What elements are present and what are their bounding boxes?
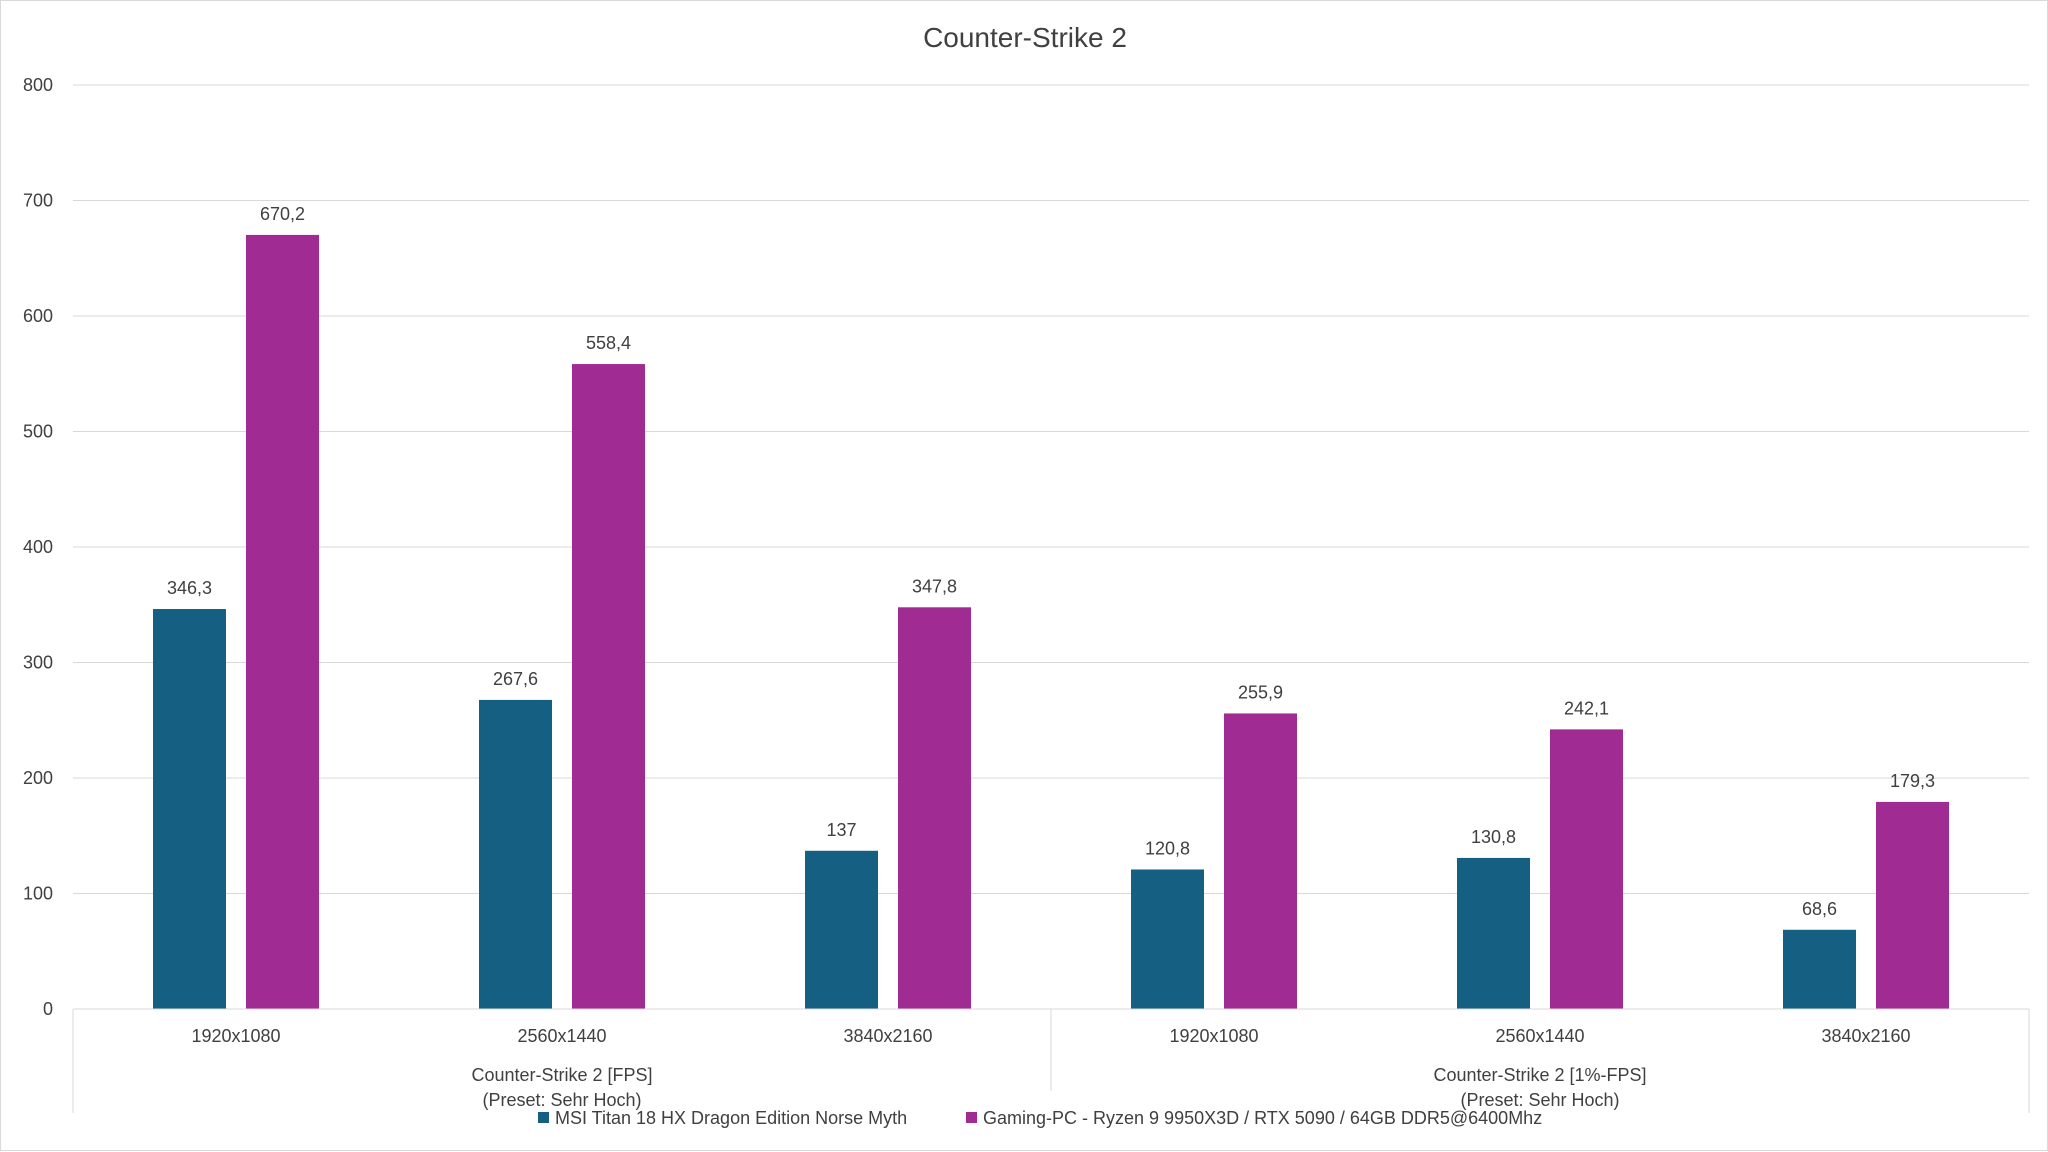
bar-series-1 xyxy=(805,850,878,1009)
y-axis-ticks: 0 100 200 300 400 500 600 700 800 xyxy=(23,75,53,1019)
y-tick-label: 600 xyxy=(23,306,53,326)
y-tick-label: 500 xyxy=(23,422,53,442)
data-label: 347,8 xyxy=(912,576,957,596)
bar-series-1 xyxy=(1783,929,1856,1009)
data-label: 137 xyxy=(826,820,856,840)
gridlines xyxy=(73,84,2029,1010)
data-label: 670,2 xyxy=(260,204,305,224)
data-label: 346,3 xyxy=(167,578,212,598)
x-tick-label: 1920x1080 xyxy=(191,1026,280,1046)
y-tick-label: 400 xyxy=(23,537,53,557)
bar-series-1 xyxy=(1131,869,1204,1009)
data-labels: 346,3 267,6 137 120,8 130,8 68,6 670,2 558,4 347… xyxy=(167,204,1935,919)
data-label: 267,6 xyxy=(493,669,538,689)
data-label: 120,8 xyxy=(1145,838,1190,858)
x-tick-label: 2560x1440 xyxy=(1495,1026,1584,1046)
group-label: Counter-Strike 2 [FPS] xyxy=(471,1065,652,1085)
data-label: 558,4 xyxy=(586,333,631,353)
data-label: 130,8 xyxy=(1471,827,1516,847)
bar-series-1 xyxy=(153,609,226,1009)
x-tick-label: 3840x2160 xyxy=(843,1026,932,1046)
bar-series-2 xyxy=(572,364,645,1010)
data-label: 255,9 xyxy=(1238,682,1283,702)
y-tick-label: 100 xyxy=(23,884,53,904)
bar-series-1 xyxy=(1457,857,1530,1009)
legend-label: Gaming-PC - Ryzen 9 9950X3D / RTX 5090 /… xyxy=(983,1108,1542,1128)
bars xyxy=(153,234,1949,1010)
bar-series-2 xyxy=(1224,713,1297,1009)
data-label: 242,1 xyxy=(1564,698,1609,718)
bar-series-2 xyxy=(1876,801,1949,1009)
chart-title: Counter-Strike 2 xyxy=(923,22,1127,53)
y-tick-label: 300 xyxy=(23,653,53,673)
y-tick-label: 800 xyxy=(23,75,53,95)
x-tick-label: 1920x1080 xyxy=(1169,1026,1258,1046)
x-tick-label: 3840x2160 xyxy=(1821,1026,1910,1046)
legend: MSI Titan 18 HX Dragon Edition Norse Myt… xyxy=(538,1108,1542,1128)
y-tick-label: 200 xyxy=(23,768,53,788)
group-label: Counter-Strike 2 [1%-FPS] xyxy=(1433,1065,1646,1085)
data-label: 179,3 xyxy=(1890,771,1935,791)
bar-series-1 xyxy=(479,699,552,1009)
y-tick-label: 0 xyxy=(43,999,53,1019)
legend-swatch xyxy=(966,1112,977,1123)
data-label: 68,6 xyxy=(1802,899,1837,919)
x-axis: 1920x1080 2560x1440 3840x2160 Counter-Strik… xyxy=(72,1008,2030,1113)
bar-series-2 xyxy=(246,234,319,1009)
y-tick-label: 700 xyxy=(23,191,53,211)
legend-swatch xyxy=(538,1112,549,1123)
x-tick-label: 2560x1440 xyxy=(517,1026,606,1046)
legend-label: MSI Titan 18 HX Dragon Edition Norse Myt… xyxy=(555,1108,907,1128)
group-label: (Preset: Sehr Hoch) xyxy=(1460,1090,1619,1110)
bar-series-2 xyxy=(898,607,971,1009)
group-label: (Preset: Sehr Hoch) xyxy=(482,1090,641,1110)
bar-series-2 xyxy=(1550,729,1623,1009)
